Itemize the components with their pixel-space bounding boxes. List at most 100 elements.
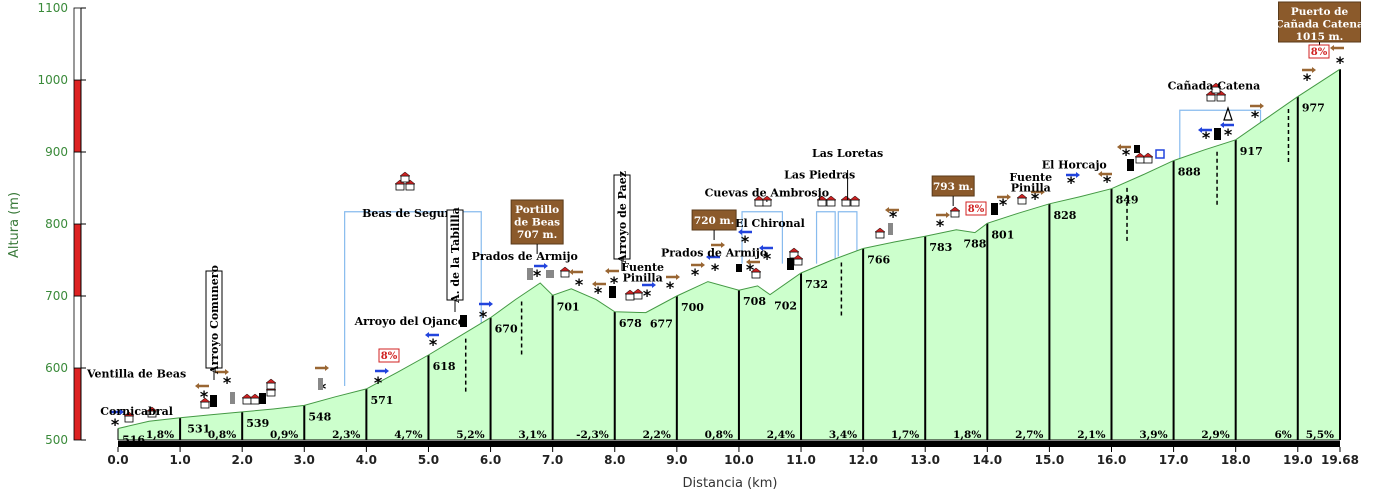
altitude-label: 788: [963, 238, 986, 251]
house-icon: [1210, 82, 1222, 94]
house-icon: [632, 288, 644, 300]
house-icon: [624, 289, 636, 301]
locality-box: [815, 211, 836, 264]
direction-arrow-blue-icon: [706, 254, 720, 260]
altitude-label: 977: [1302, 102, 1325, 115]
house-icon: [792, 254, 804, 266]
scale-bar-segment: [73, 7, 82, 81]
gradient-label: 0,9%: [270, 429, 298, 441]
vertical-place-label: Arroyo de Paez: [616, 171, 629, 264]
direction-arrow-blue-icon: [1220, 122, 1234, 128]
direction-arrow-blue-icon: [759, 245, 773, 251]
x-tick-label: 18.0: [1221, 453, 1251, 467]
altitude-label: 708: [743, 295, 766, 308]
x-axis-title: Distancia (km): [683, 476, 778, 491]
building-icon: [736, 264, 742, 272]
altitude-label: 571: [370, 394, 393, 407]
place-label: Cañada Catena: [1168, 79, 1261, 92]
y-tick-label: 1000: [37, 73, 68, 87]
place-label: Fuente: [1009, 171, 1052, 184]
x-tick-label: 11.0: [786, 453, 816, 467]
direction-arrow-blue-icon: [1198, 127, 1212, 133]
junction-icon: *: [1251, 107, 1260, 126]
x-tick-label: 12.0: [848, 453, 878, 467]
x-tick-label: 13.0: [910, 453, 940, 467]
junction-icon: *: [200, 387, 209, 406]
place-label: Prados de Armijo: [472, 250, 578, 263]
x-tick-label: 4.0: [356, 453, 377, 467]
altitude-label: 888: [1178, 166, 1201, 179]
summit-label: 707 m.: [517, 229, 557, 241]
gradient-label: 2,1%: [1077, 429, 1105, 441]
profile-line: [117, 68, 1341, 429]
altitude-label: 732: [805, 278, 828, 291]
junction-icon: *: [763, 249, 772, 268]
place-labels: Ventilla de Beas Cornicabral Arroyo del Oj…: [86, 79, 1260, 417]
junction-icon: *: [1122, 145, 1131, 164]
steep-markers: 8% 8% 8%: [378, 44, 1330, 363]
junction-icon: *: [223, 373, 232, 392]
gradient-label: 2,9%: [1201, 429, 1229, 441]
junction-icon: *: [610, 273, 619, 292]
steep-box: [378, 348, 400, 363]
gradient-label: 5,2%: [456, 429, 484, 441]
building-icon: [1214, 128, 1221, 140]
direction-arrow-brown-icon: [746, 259, 760, 265]
junction-icon: *: [691, 265, 700, 284]
x-tick-label: 2.0: [232, 453, 253, 467]
x-tick-label: 9.0: [666, 453, 687, 467]
x-tick-label: 6.0: [480, 453, 501, 467]
direction-arrow-brown-icon: [1250, 103, 1264, 109]
junction-icon: *: [643, 286, 652, 305]
house-icon: [199, 397, 211, 409]
junction-icon: *: [575, 275, 584, 294]
direction-arrow-brown-icon: [666, 274, 680, 280]
gradient-label: 0,8%: [208, 429, 236, 441]
place-label: Arroyo del Ojanco: [354, 315, 465, 328]
tent-icon: [1223, 106, 1233, 121]
x-tick-label: 7.0: [542, 453, 563, 467]
scale-bar-segment: [73, 367, 82, 441]
house-icon: [849, 195, 861, 207]
building-icon: [210, 395, 217, 407]
y-tick-label: 700: [45, 289, 68, 303]
direction-arrow-brown-icon: [711, 242, 725, 248]
building-icon: [460, 315, 467, 327]
gradient-label: 2,7%: [1015, 429, 1043, 441]
altitude-scale-bar: [73, 7, 82, 441]
house-icon: [825, 195, 837, 207]
place-label: Pinilla: [623, 272, 663, 285]
building-icon: [259, 393, 266, 404]
y-axis-title: Altura (m): [7, 192, 22, 258]
x-axis-ticks: 0.0 1.0 2.0 3.0 4.0 5.0 6.0 7.0 8.0 9.0 10.0 11.0 12…: [107, 447, 1359, 467]
altitude-label: 701: [557, 300, 580, 313]
altitude-label: 539: [246, 417, 269, 430]
gradient-label: 2,4%: [767, 429, 795, 441]
junction-icon: *: [1067, 173, 1076, 192]
locality-box: [344, 211, 482, 386]
shelter-icon: [1155, 149, 1165, 159]
y-tick-label: 1100: [37, 1, 68, 15]
altitude-labels: 5165315395485716186707016786777007087027…: [122, 102, 1325, 447]
junction-icon: *: [711, 260, 720, 279]
y-tick-label: 500: [45, 433, 68, 447]
x-tick-label: 5.0: [418, 453, 439, 467]
vertical-place-label: Arroyo Comunero: [208, 265, 221, 375]
place-label: Cornicabral: [100, 405, 173, 418]
house-icon: [874, 227, 886, 239]
gradient-label: 3,1%: [518, 429, 546, 441]
steep-label: 8%: [968, 204, 985, 215]
direction-arrow-brown-icon: [691, 262, 705, 268]
place-label: Fuente: [621, 261, 664, 274]
gradient-label: 1,7%: [891, 429, 919, 441]
place-label: Las Loretas: [812, 147, 883, 160]
x-tick-label: 8.0: [604, 453, 625, 467]
gradient-label: 5,5%: [1306, 429, 1334, 441]
house-icon: [559, 266, 571, 278]
house-icon: [949, 206, 961, 218]
junction-icon: *: [111, 415, 120, 434]
vertical-place-label: A. de la Tabillla: [449, 207, 462, 304]
building-icon: [1134, 145, 1140, 153]
direction-arrow-blue-icon: [479, 301, 493, 307]
direction-arrow-brown-icon: [997, 194, 1011, 200]
